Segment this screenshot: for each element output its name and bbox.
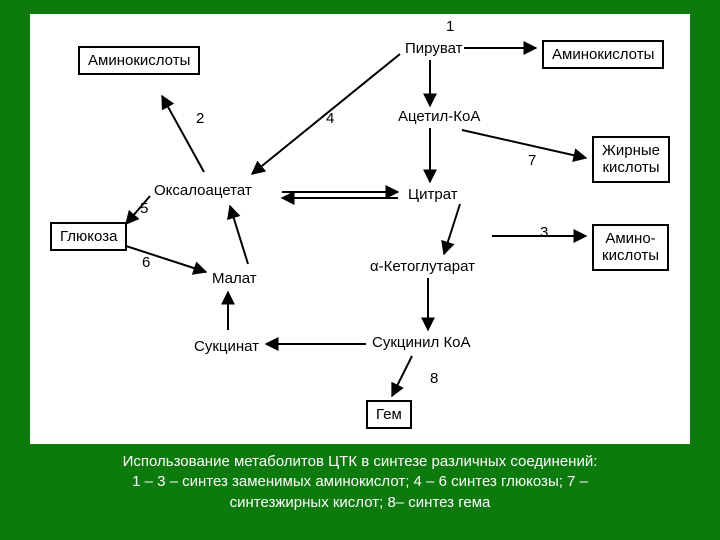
diagram-panel: Пируват Аминокислоты Аминокислоты Ацетил… [30, 14, 690, 444]
node-fatty-l2: кислоты [602, 159, 659, 176]
node-glucose: Глюкоза [50, 222, 127, 251]
arrows-layer [30, 14, 690, 444]
node-amino-right: Аминокислоты [542, 40, 664, 69]
node-amino-r2-l1: Амино- [605, 230, 655, 247]
node-amino-left: Аминокислоты [78, 46, 200, 75]
caption: Использование метаболитов ЦТК в синтезе … [50, 452, 670, 513]
edge-label-6: 6 [142, 254, 150, 271]
edge-label-4: 4 [326, 110, 334, 127]
node-citrate: Цитрат [408, 186, 458, 203]
node-pyruvate: Пируват [405, 40, 463, 57]
edge-label-3: 3 [540, 224, 548, 241]
node-heme: Гем [366, 400, 412, 429]
node-fatty: Жирные кислоты [592, 136, 670, 183]
node-malate: Малат [212, 270, 257, 287]
node-succinate: Сукцинат [194, 338, 259, 355]
node-acetyl: Ацетил-КоА [398, 108, 480, 125]
edge-label-5: 5 [140, 200, 148, 217]
node-succinyl-coa: Сукцинил КоА [372, 334, 471, 351]
node-oxaloacetate: Оксалоацетат [154, 182, 252, 199]
edge-label-7: 7 [528, 152, 536, 169]
caption-line-1: Использование метаболитов ЦТК в синтезе … [123, 453, 598, 470]
edge-label-8: 8 [430, 370, 438, 387]
edge-label-2: 2 [196, 110, 204, 127]
node-aketoglutarate: α-Кетоглутарат [370, 258, 475, 275]
caption-line-2: 1 – 3 – синтез заменимых аминокислот; 4 … [132, 473, 588, 490]
node-fatty-l1: Жирные [602, 142, 660, 159]
node-amino-r2: Амино- кислоты [592, 224, 669, 271]
edge-label-1: 1 [446, 18, 454, 35]
node-amino-r2-l2: кислоты [602, 247, 659, 264]
caption-line-3: синтезжирных кислот; 8– синтез гема [230, 494, 491, 511]
